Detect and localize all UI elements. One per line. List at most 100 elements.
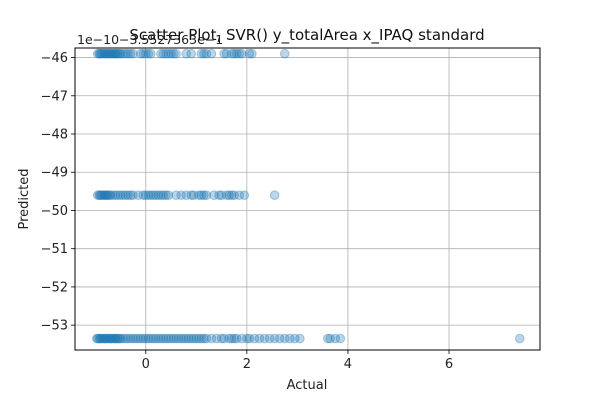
data-point: [322, 333, 333, 344]
data-point: [221, 48, 232, 59]
data-point: [229, 48, 240, 59]
data-point: [94, 48, 105, 59]
data-point: [110, 333, 121, 344]
y-tick-label: −48: [41, 128, 68, 143]
data-point: [196, 48, 207, 59]
data-point: [100, 48, 111, 59]
y-tick-label: −49: [41, 166, 68, 181]
data-point: [163, 333, 174, 344]
data-point: [279, 48, 290, 59]
data-point: [146, 190, 156, 200]
data-point: [123, 48, 133, 59]
data-point: [140, 333, 151, 344]
data-point: [254, 333, 265, 344]
data-point: [91, 333, 102, 344]
data-point: [176, 190, 186, 200]
data-point: [166, 333, 176, 344]
data-point: [234, 190, 245, 200]
data-point: [201, 333, 212, 344]
data-point: [118, 48, 128, 59]
data-point: [95, 333, 106, 344]
data-point: [146, 333, 156, 344]
data-point: [151, 190, 161, 200]
data-point: [106, 48, 117, 59]
data-point: [118, 333, 128, 344]
data-point: [216, 333, 227, 344]
data-point: [335, 333, 346, 344]
data-point: [229, 333, 240, 344]
data-point: [94, 333, 105, 344]
data-point: [97, 333, 108, 344]
data-point: [123, 190, 133, 200]
data-point: [163, 48, 174, 59]
x-axis-label: Actual: [287, 378, 328, 393]
data-point: [128, 190, 138, 200]
data-point: [153, 333, 164, 344]
data-point: [156, 190, 166, 200]
data-point: [146, 48, 156, 59]
data-point: [231, 48, 242, 59]
data-point: [163, 190, 174, 200]
data-point: [125, 333, 136, 344]
data-point: [191, 333, 202, 344]
scatter-points: [91, 48, 525, 344]
x-tick-label: 0: [142, 357, 150, 372]
data-point: [166, 48, 176, 59]
data-point: [224, 190, 234, 200]
data-point: [101, 190, 112, 200]
data-point: [181, 190, 191, 200]
data-point: [158, 333, 169, 344]
data-point: [97, 48, 108, 59]
data-point: [115, 333, 126, 344]
data-point: [264, 333, 275, 344]
data-point: [99, 333, 110, 344]
data-point: [229, 190, 240, 200]
data-point: [96, 48, 107, 59]
data-point: [231, 333, 242, 344]
data-point: [186, 190, 197, 200]
data-point: [109, 333, 120, 344]
data-point: [259, 333, 270, 344]
data-point: [201, 48, 212, 59]
data-point: [156, 48, 166, 59]
data-point: [171, 333, 181, 344]
data-point: [153, 190, 164, 200]
data-point: [143, 190, 154, 200]
data-point: [96, 333, 107, 344]
data-point: [211, 333, 222, 344]
data-point: [128, 48, 138, 59]
data-point: [285, 333, 295, 344]
data-point: [247, 48, 257, 59]
data-point: [101, 48, 112, 59]
y-tick-label: −52: [41, 280, 68, 295]
data-point: [104, 333, 115, 344]
data-point: [104, 190, 115, 200]
data-point: [274, 333, 285, 344]
data-point: [295, 333, 305, 344]
y-tick-label: −50: [41, 204, 68, 219]
data-point: [194, 190, 204, 200]
data-point: [111, 48, 122, 59]
data-point: [158, 190, 169, 200]
data-point: [171, 48, 181, 59]
data-point: [161, 333, 171, 344]
data-point: [113, 190, 123, 200]
data-point: [113, 333, 123, 344]
data-point: [125, 190, 136, 200]
data-point: [106, 333, 117, 344]
data-point: [279, 333, 290, 344]
data-point: [219, 48, 229, 59]
chart-title: Scatter Plot, SVR() y_totalArea x_IPAQ s…: [129, 26, 484, 45]
data-point: [226, 190, 237, 200]
data-point: [115, 48, 126, 59]
data-point: [123, 333, 133, 344]
data-point: [181, 333, 191, 344]
data-point: [100, 190, 111, 200]
data-point: [108, 190, 118, 200]
data-point: [94, 190, 105, 200]
data-point: [269, 190, 280, 200]
data-point: [199, 48, 209, 59]
data-point: [196, 190, 207, 200]
